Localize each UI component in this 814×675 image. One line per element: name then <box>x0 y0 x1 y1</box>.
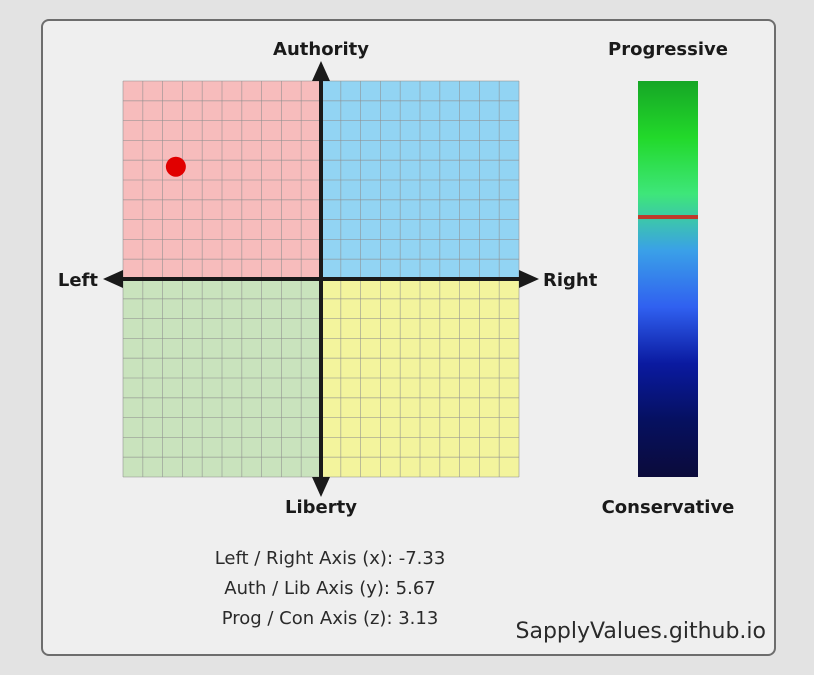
result-point <box>165 156 186 177</box>
axis-label-top: Authority <box>273 39 369 60</box>
readout-y: Auth / Lib Axis (y): 5.67 <box>224 578 436 599</box>
scale-label-top: Progressive <box>608 39 728 60</box>
axis-label-left: Left <box>58 270 99 291</box>
scale-label-bottom: Conservative <box>602 497 735 518</box>
site-watermark: SapplyValues.github.io <box>515 619 767 644</box>
readout-z: Prog / Con Axis (z): 3.13 <box>221 608 439 629</box>
readout-x: Left / Right Axis (x): -7.33 <box>214 548 446 569</box>
arrow-down-icon <box>312 477 330 497</box>
arrow-right-icon <box>519 270 539 288</box>
axis-label-bottom: Liberty <box>285 497 357 518</box>
arrow-up-icon <box>312 61 330 81</box>
arrow-left-icon <box>103 270 123 288</box>
axis-label-right: Right <box>543 270 598 291</box>
progressive-conservative-bar <box>638 81 698 477</box>
z-value-marker <box>638 215 698 220</box>
